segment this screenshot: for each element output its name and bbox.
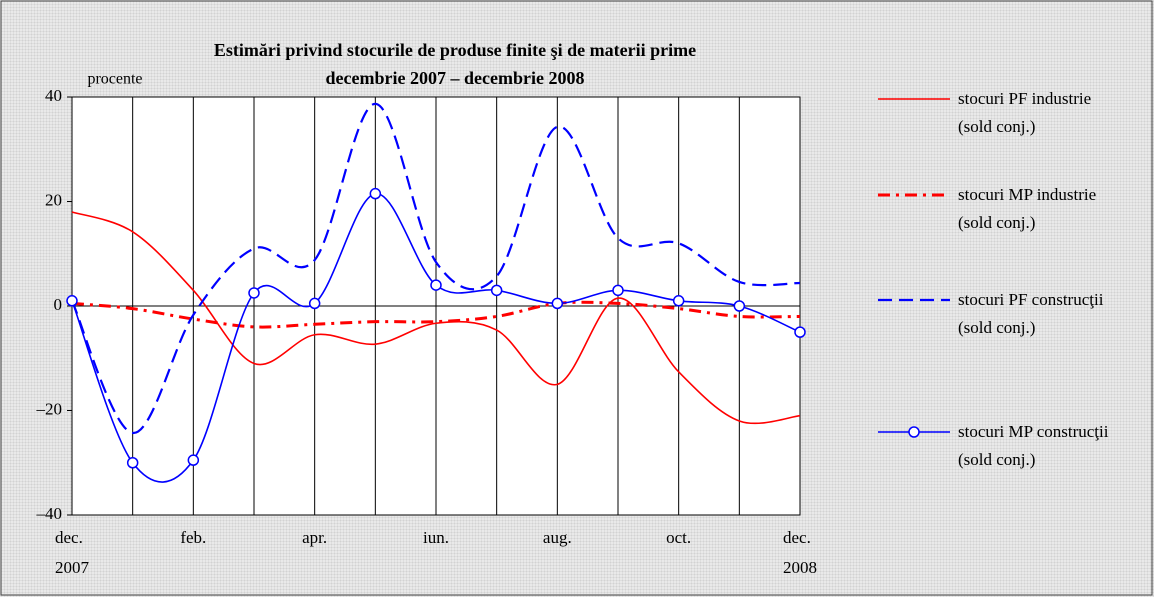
x-tick-label: dec. 2007	[55, 528, 89, 577]
x-tick-label: apr.	[302, 528, 328, 547]
x-tick-label: iun.	[423, 528, 449, 547]
data-point	[672, 295, 685, 307]
x-tick-label: dec. 2008	[783, 528, 817, 577]
data-point	[187, 454, 200, 466]
data-point	[369, 187, 382, 200]
data-point	[308, 297, 321, 310]
data-point	[430, 279, 442, 291]
data-point	[248, 287, 260, 299]
x-tick-label: aug.	[542, 528, 572, 547]
legend-label: stocuri MP construcţii (sold conj.)	[958, 422, 1109, 469]
y-tick-label: 40	[45, 86, 62, 105]
y-tick-label: –20	[36, 399, 63, 418]
y-tick-label: 0	[54, 295, 63, 314]
legend-label: stocuri MP industrie (sold conj.)	[958, 185, 1097, 232]
data-point	[733, 300, 746, 312]
data-point	[490, 284, 503, 297]
series-line	[71, 192, 801, 483]
y-tick-label: 20	[45, 190, 62, 209]
chart-title: Estimări privind stocurile de produse fi…	[214, 40, 696, 60]
data-point	[66, 295, 78, 307]
x-tick-label: oct.	[666, 528, 692, 547]
data-point	[612, 284, 624, 297]
y-axis-label: procente	[87, 71, 142, 88]
data-point	[551, 297, 564, 310]
y-tick-label: –40	[36, 504, 63, 523]
legend-label: stocuri PF industrie (sold conj.)	[958, 89, 1092, 136]
legend-label: stocuri PF construcţii (sold conj.)	[958, 290, 1104, 337]
chart-subtitle: decembrie 2007 – decembrie 2008	[326, 68, 585, 88]
data-point	[794, 326, 806, 338]
x-tick-label: feb.	[180, 528, 207, 547]
legend-marker	[908, 426, 920, 438]
data-point	[126, 457, 139, 469]
series-line	[70, 102, 801, 435]
